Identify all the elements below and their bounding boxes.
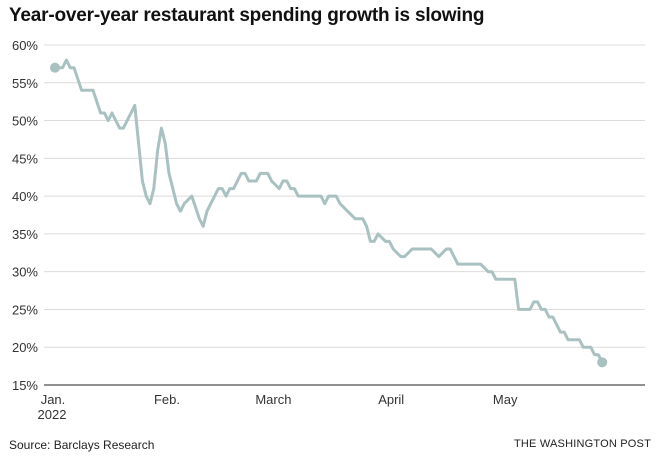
y-tick-label: 20% [12,340,38,355]
y-axis-labels: 15% 20% 25% 30% 35% 40% 45% 50% 55% 60% [12,38,38,393]
x-tick-label: April [378,392,404,407]
x-tick-label: Jan. [41,392,66,407]
grid-lines [44,44,645,348]
series-line [53,58,604,364]
publisher-credit: THE WASHINGTON POST [513,438,651,450]
data-series [50,58,608,368]
end-point-marker [597,357,608,368]
y-tick-label: 15% [12,378,38,393]
y-tick-label: 40% [12,189,38,204]
start-point-marker [50,62,60,73]
x-tick-label: May [493,392,518,407]
x-tick-label: Feb. [154,392,180,407]
chart-title: Year-over-year restaurant spending growt… [9,5,485,26]
x-axis: Jan.2022 Feb. March April May [38,384,645,422]
y-tick-label: 30% [12,265,38,280]
source-note: Source: Barclays Research [9,438,155,452]
y-tick-label: 25% [12,302,38,317]
y-tick-label: 50% [12,114,38,129]
y-tick-label: 55% [12,76,38,91]
x-tick-label: March [255,392,291,407]
y-tick-label: 35% [12,227,38,242]
y-tick-label: 60% [12,38,38,53]
y-tick-label: 45% [12,151,38,166]
line-chart: 15% 20% 25% 30% 35% 40% 45% 50% 55% 60% Jan.2022 F… [12,38,645,422]
x-tick-sublabel: 2022 [38,407,67,422]
